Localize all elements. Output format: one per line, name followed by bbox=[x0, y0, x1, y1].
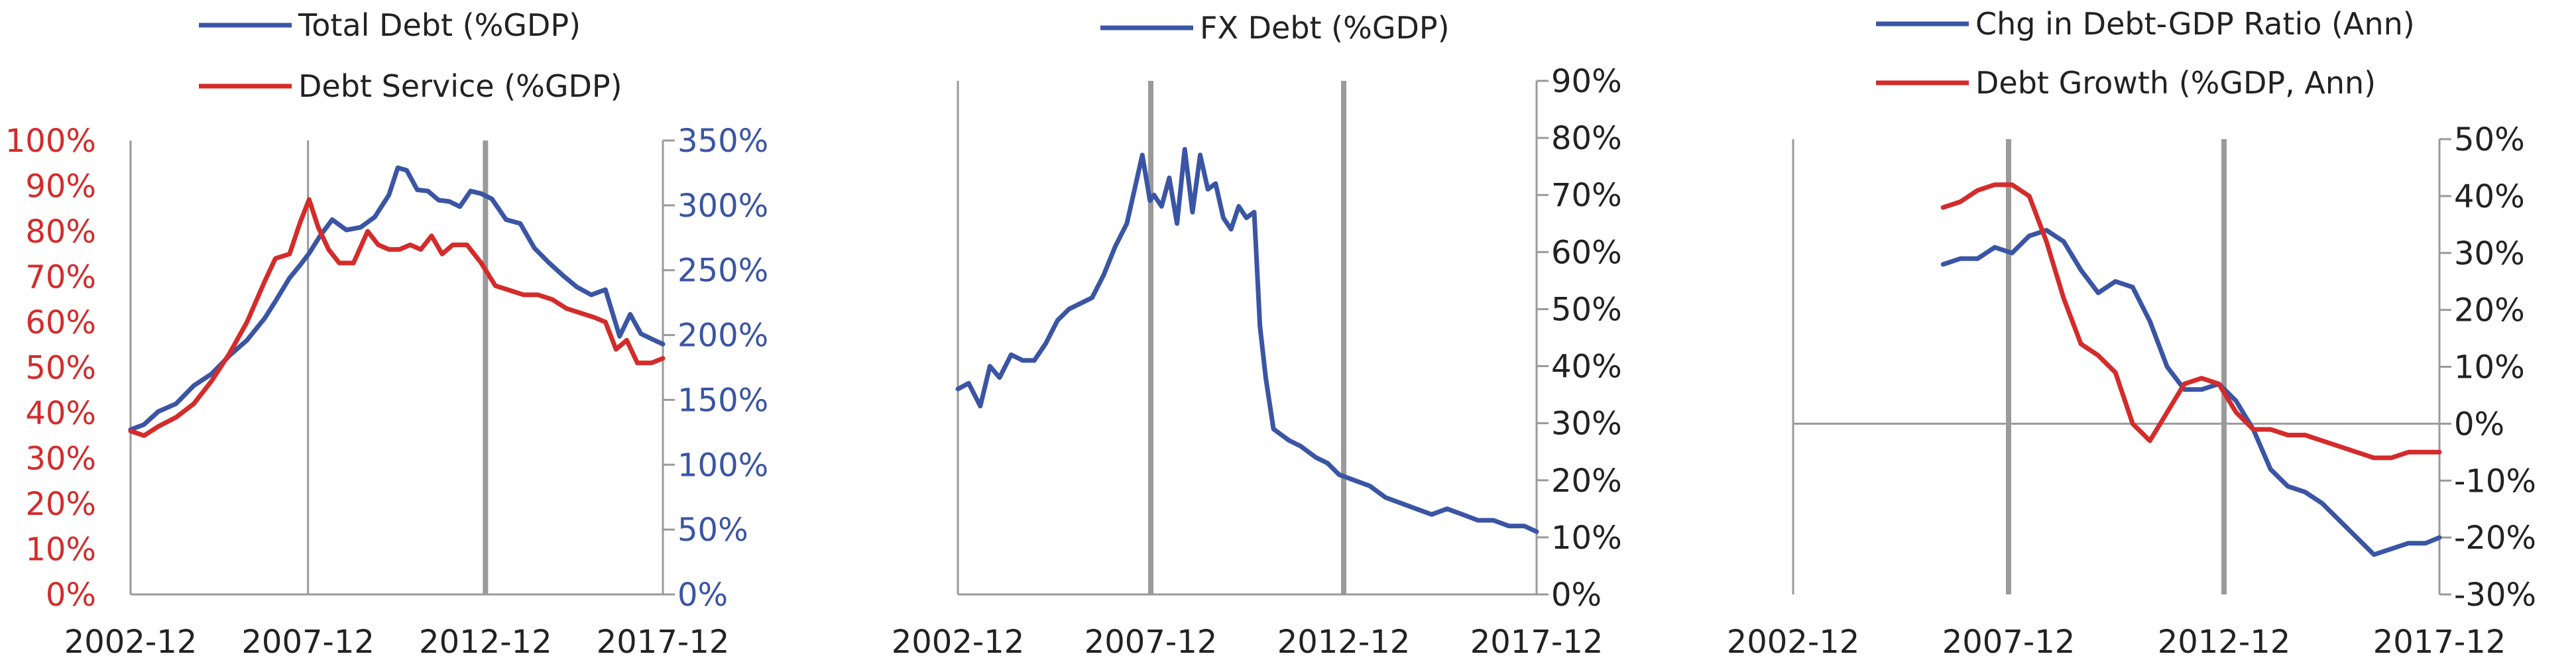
right-tick-label: 100% bbox=[677, 447, 768, 484]
right-tick-label: 40% bbox=[2454, 178, 2525, 215]
x-tick-label: 2012-12 bbox=[419, 624, 552, 661]
legend-label: Chg in Debt-GDP Ratio (Ann) bbox=[1975, 6, 2415, 42]
right-tick-label: 50% bbox=[2454, 121, 2525, 158]
series-line-2 bbox=[128, 197, 666, 438]
right-tick-label: 350% bbox=[677, 123, 768, 160]
right-tick-label: 30% bbox=[2454, 235, 2525, 272]
x-tick-label: 2012-12 bbox=[2158, 624, 2291, 661]
series-line-1 bbox=[1940, 227, 2442, 557]
left-tick-label: 50% bbox=[25, 350, 96, 387]
right-tick-label: 10% bbox=[2454, 349, 2525, 386]
right-tick-label: 80% bbox=[1551, 120, 1622, 157]
left-tick-label: 10% bbox=[25, 531, 96, 569]
x-tick-label: 2007-12 bbox=[1942, 624, 2076, 661]
right-tick-label: 300% bbox=[677, 188, 768, 225]
right-tick-label: 200% bbox=[677, 317, 768, 355]
x-tick-label: 2017-12 bbox=[597, 624, 730, 661]
right-tick-label: 0% bbox=[2454, 406, 2504, 443]
right-tick-label: 70% bbox=[1551, 177, 1622, 214]
left-tick-label: 100% bbox=[5, 123, 96, 160]
left-tick-label: 0% bbox=[46, 577, 96, 614]
legend-label: Debt Growth (%GDP, Ann) bbox=[1975, 65, 2376, 101]
right-tick-label: -20% bbox=[2454, 520, 2536, 557]
series-line-1 bbox=[955, 146, 1539, 534]
left-tick-label: 80% bbox=[25, 213, 96, 250]
legend-label: FX Debt (%GDP) bbox=[1200, 10, 1450, 46]
right-tick-label: 50% bbox=[677, 512, 748, 549]
right-tick-label: 20% bbox=[1551, 463, 1622, 500]
chart-panel-3: 2002-12 2007-12 2012-12 2017-12 -30% -20% -10%… bbox=[1727, 6, 2536, 661]
right-tick-label: 90% bbox=[1551, 63, 1622, 100]
right-tick-label: 30% bbox=[1551, 406, 1622, 443]
x-tick-label: 2012-12 bbox=[1277, 624, 1411, 661]
left-tick-label: 60% bbox=[25, 304, 96, 341]
right-tick-label: 10% bbox=[1551, 520, 1622, 557]
right-tick-label: -30% bbox=[2454, 577, 2536, 614]
legend-label: Total Debt (%GDP) bbox=[298, 7, 581, 43]
x-tick-label: 2002-12 bbox=[64, 624, 198, 661]
right-tick-label: 20% bbox=[2454, 292, 2525, 329]
left-tick-label: 70% bbox=[25, 259, 96, 296]
x-tick-label: 2007-12 bbox=[241, 624, 375, 661]
right-tick-label: 50% bbox=[1551, 291, 1622, 328]
x-tick-label: 2017-12 bbox=[1470, 624, 1604, 661]
right-tick-label: 40% bbox=[1551, 349, 1622, 386]
x-tick-label: 2002-12 bbox=[892, 624, 1025, 661]
left-tick-label: 40% bbox=[25, 395, 96, 432]
legend-label: Debt Service (%GDP) bbox=[298, 68, 622, 104]
chart-panel-1: 2002-12 2007-12 2012-12 2017-12 0% 50% 100% 150… bbox=[5, 7, 768, 661]
x-tick-label: 2017-12 bbox=[2373, 624, 2506, 661]
left-tick-label: 20% bbox=[25, 486, 96, 523]
left-tick-label: 30% bbox=[25, 441, 96, 478]
right-tick-label: 0% bbox=[1551, 577, 1602, 614]
right-tick-label: -10% bbox=[2454, 463, 2536, 500]
series-line-2 bbox=[1940, 182, 2442, 461]
right-tick-label: 60% bbox=[1551, 234, 1622, 271]
left-tick-label: 90% bbox=[25, 168, 96, 205]
chart-panel-2: 2002-12 2007-12 2012-12 2017-12 0% 10% 20% 30% 4… bbox=[892, 10, 1622, 661]
series-line-1 bbox=[128, 165, 666, 432]
right-tick-label: 0% bbox=[677, 577, 728, 614]
x-tick-label: 2002-12 bbox=[1727, 624, 1860, 661]
x-tick-label: 2007-12 bbox=[1084, 624, 1218, 661]
right-tick-label: 150% bbox=[677, 382, 768, 419]
right-tick-label: 250% bbox=[677, 252, 768, 290]
